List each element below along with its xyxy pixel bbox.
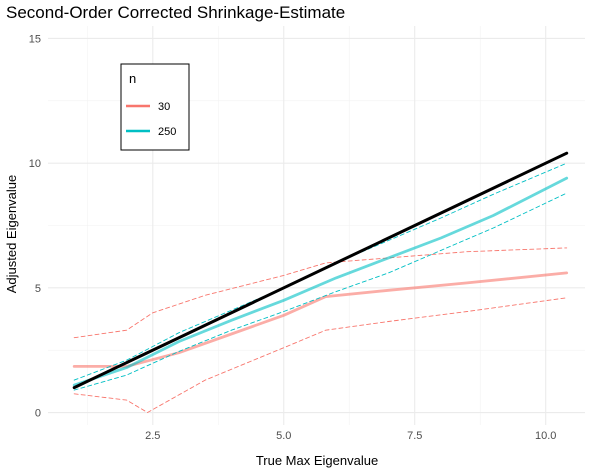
y-tick-label: 5: [35, 283, 41, 295]
y-tick-label: 15: [29, 33, 41, 45]
legend: n 30 250: [120, 63, 190, 151]
x-tick-label: 10.0: [535, 430, 556, 442]
series-line-30-lower-bound: [73, 297, 568, 413]
x-tick-label: 7.5: [407, 430, 422, 442]
y-tick-label: 0: [35, 408, 41, 420]
series-line-250-lower-bound: [73, 192, 568, 391]
x-tick-label: 2.5: [145, 430, 160, 442]
legend-label-30: 30: [158, 101, 170, 113]
legend-label-250: 250: [158, 126, 176, 138]
legend-title: n: [129, 71, 136, 86]
tick-labels: 2.5 5.0 7.5 10.0 0 5 10 15: [29, 33, 557, 442]
x-tick-label: 5.0: [276, 430, 291, 442]
series-line-250: [72, 176, 569, 387]
y-tick-label: 10: [29, 158, 41, 170]
series-line-30: [72, 271, 569, 368]
series-line-250-upper-bound: [73, 162, 568, 381]
grid: [48, 26, 585, 425]
y-axis-title: Adjusted Eigenvalue: [4, 175, 19, 294]
series-line-identity: [72, 151, 569, 390]
chart-title: Second-Order Corrected Shrinkage-Estimat…: [6, 3, 345, 22]
series-layer: [72, 151, 569, 413]
series-line-30-upper-bound: [73, 247, 568, 339]
x-axis-title: True Max Eigenvalue: [256, 453, 378, 468]
